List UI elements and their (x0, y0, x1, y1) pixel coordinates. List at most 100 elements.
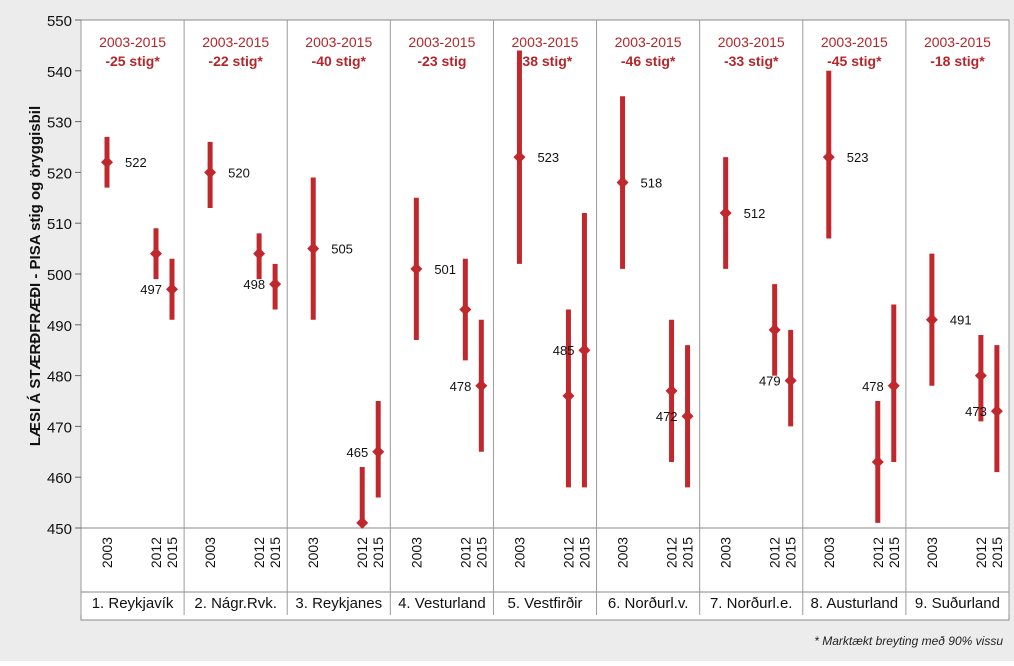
region-group: 2003-2015 -23 stig 501 2003 2012 478 2015 4. Ve… (398, 34, 489, 612)
region-label: 5. Vestfirðir (507, 595, 582, 612)
data-label: 485 (553, 343, 575, 358)
y-tick-label: 480 (47, 369, 72, 386)
region-label: 6. Norðurl.v. (608, 595, 689, 612)
x-tick-label: 2015 (473, 537, 489, 568)
x-tick-label: 2012 (457, 537, 473, 568)
region-label: 8. Austurland (811, 595, 899, 612)
data-label: 478 (862, 379, 884, 394)
data-label: 465 (347, 445, 369, 460)
point-marker (562, 389, 575, 402)
point-marker (990, 405, 1003, 418)
point-marker (356, 516, 369, 529)
point-marker (887, 379, 900, 392)
x-tick-label: 2012 (354, 537, 370, 568)
x-tick-label: 2015 (989, 537, 1005, 568)
data-label: 505 (331, 242, 353, 257)
region-label: 1. Reykjavík (92, 595, 174, 612)
y-tick-label: 460 (47, 470, 72, 487)
x-tick-label: 2012 (767, 537, 783, 568)
point-marker (459, 303, 472, 316)
x-tick-label: 2012 (251, 537, 267, 568)
point-marker (307, 242, 320, 255)
data-label: 473 (965, 404, 987, 419)
region-group: 2003-2015 -18 stig* 491 2003 2012 473 2015 9. S… (915, 34, 1005, 612)
point-marker (768, 323, 781, 336)
group-annotation-change: -25 stig* (105, 53, 160, 69)
x-tick-label: 2015 (576, 537, 592, 568)
data-label: 523 (537, 150, 559, 165)
region-group: 2003-2015 -22 stig* 520 2003 2012 498 2015 2. N… (194, 34, 283, 612)
region-label: 3. Reykjanes (295, 595, 382, 612)
point-marker (513, 151, 526, 164)
x-tick-label: 2012 (870, 537, 886, 568)
x-tick-label: 2003 (511, 537, 527, 568)
group-annotation-years: 2003-2015 (615, 34, 682, 50)
group-annotation-years: 2003-2015 (305, 34, 372, 50)
group-annotation-change: -33 stig* (724, 53, 779, 69)
data-label: 523 (847, 150, 869, 165)
x-tick-label: 2003 (718, 537, 734, 568)
plot-area (80, 19, 1010, 621)
point-marker (269, 278, 282, 291)
region-group: 2003-2015 -46 stig* 518 2003 2012 472 2015 6. N… (608, 34, 696, 612)
group-annotation-change: -38 stig* (518, 53, 573, 69)
x-tick-label: 2003 (615, 537, 631, 568)
point-marker (372, 445, 385, 458)
region-label: 9. Suðurland (915, 595, 1000, 612)
x-tick-label: 2012 (664, 537, 680, 568)
y-tick-label: 510 (47, 216, 72, 233)
point-marker (253, 247, 266, 260)
data-label: 501 (434, 262, 456, 277)
region-group: 2003-2015 -40 stig* 505 2003 2012 465 2015 3. R… (295, 34, 386, 612)
point-marker (925, 313, 938, 326)
x-tick-label: 2003 (924, 537, 940, 568)
point-marker (665, 384, 678, 397)
data-label: 497 (140, 282, 162, 297)
separators (80, 20, 1010, 615)
y-tick-label: 530 (47, 115, 72, 132)
group-annotation-change: -45 stig* (827, 53, 882, 69)
group-annotation-years: 2003-2015 (408, 34, 475, 50)
point-marker (974, 369, 987, 382)
point-marker (150, 247, 162, 260)
data-label: 520 (228, 165, 250, 180)
data-label: 478 (450, 379, 472, 394)
x-tick-label: 2003 (821, 537, 837, 568)
point-marker (204, 166, 217, 179)
x-tick-label: 2012 (148, 537, 164, 568)
point-marker (410, 262, 423, 275)
x-tick-label: 2015 (886, 537, 902, 568)
point-marker (681, 410, 694, 423)
point-marker (101, 156, 113, 169)
x-tick-label: 2012 (560, 537, 576, 568)
data-label: 522 (125, 155, 147, 170)
point-marker (871, 455, 884, 468)
x-tick-label: 2003 (408, 537, 424, 568)
group-annotation-years: 2003-2015 (512, 34, 579, 50)
group-annotation-change: -22 stig* (208, 53, 263, 69)
group-annotation-years: 2003-2015 (99, 34, 166, 50)
y-tick-label: 490 (47, 318, 72, 335)
footnote: * Marktækt breyting með 90% vissu (814, 634, 1003, 648)
point-marker (475, 379, 488, 392)
group-annotation-change: -40 stig* (312, 53, 367, 69)
group-annotation-years: 2003-2015 (718, 34, 785, 50)
y-tick-label: 470 (47, 419, 72, 436)
x-tick-label: 2003 (99, 537, 115, 568)
x-tick-label: 2015 (370, 537, 386, 568)
y-axis: 450 460 470 480 490 500 510 520 530 540 550 (47, 13, 81, 538)
region-label: 7. Norðurl.e. (710, 595, 793, 612)
x-tick-label: 2015 (783, 537, 799, 568)
region-group: 2003-2015 -38 stig* 523 2003 2012 485 2015 5. V… (507, 34, 592, 612)
x-tick-label: 2012 (973, 537, 989, 568)
data-label: 498 (243, 277, 265, 292)
x-tick-label: 2015 (680, 537, 696, 568)
region-group: 2003-2015 -45 stig* 523 2003 2012 478 2015 8. A… (811, 34, 902, 612)
group-annotation-change: -46 stig* (621, 53, 676, 69)
data-label: 518 (641, 176, 663, 191)
point-marker (784, 374, 797, 387)
data-label: 491 (950, 313, 972, 328)
point-marker (822, 151, 835, 164)
